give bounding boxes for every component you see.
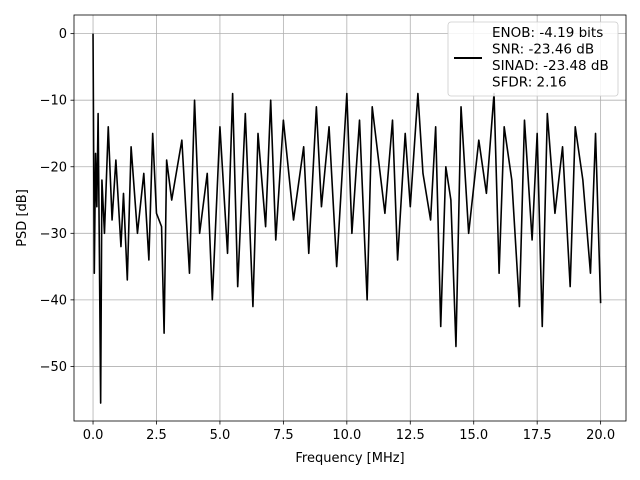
y-tick-label: −30 <box>40 227 67 242</box>
x-tick-label: 17.5 <box>523 428 552 443</box>
y-tick-label: −20 <box>40 160 67 175</box>
axes-frame <box>73 14 627 422</box>
x-tick-label: 2.5 <box>146 428 167 443</box>
x-tick-label: 5.0 <box>210 428 231 443</box>
x-tick-label: 20.0 <box>586 428 615 443</box>
x-tick-label: 10.0 <box>332 428 361 443</box>
x-tick-label: 0.0 <box>83 428 104 443</box>
legend-entry-text: SINAD: -23.48 dB <box>492 58 609 74</box>
legend-box <box>447 21 619 97</box>
x-tick-label: 12.5 <box>396 428 425 443</box>
y-tick-label: −10 <box>40 94 67 109</box>
legend-entry-text: SFDR: 2.16 <box>492 75 567 91</box>
x-axis-label: Frequency [MHz] <box>295 451 404 466</box>
series-line-0 <box>92 33 602 404</box>
y-tick-label: −50 <box>40 360 67 375</box>
legend-entry-text: SNR: -23.46 dB <box>492 42 594 58</box>
y-axis-label: PSD [dB] <box>15 189 30 247</box>
x-tick-label: 15.0 <box>459 428 488 443</box>
y-tick-label: −40 <box>40 293 67 308</box>
y-tick-label: 0 <box>59 27 67 42</box>
x-tick-label: 7.5 <box>273 428 294 443</box>
legend-entry-text: ENOB: -4.19 bits <box>492 25 603 41</box>
